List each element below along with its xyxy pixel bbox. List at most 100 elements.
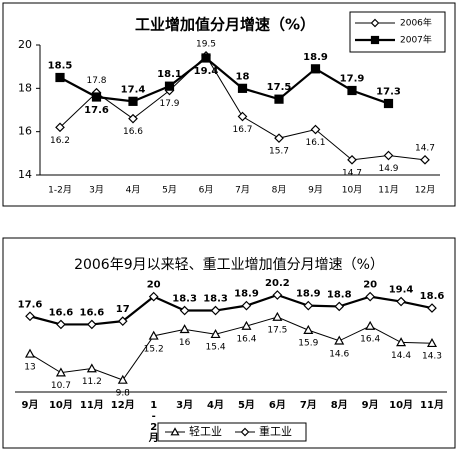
marker xyxy=(272,311,283,321)
x-tick-label: 10月 xyxy=(49,399,73,411)
data-label: 16 xyxy=(179,338,191,348)
marker xyxy=(427,303,437,313)
chart-title: 工业增加值分月增速（%） xyxy=(135,16,315,34)
x-tick-label: 11月 xyxy=(420,399,444,411)
data-label: 16.4 xyxy=(360,335,380,345)
data-label: 16.7 xyxy=(232,125,252,135)
marker xyxy=(241,300,252,311)
marker xyxy=(179,324,190,334)
data-label: 18.5 xyxy=(48,61,73,72)
data-label: 17.9 xyxy=(159,99,179,109)
series-line xyxy=(29,293,433,326)
x-tick-label: 11月 xyxy=(80,399,104,411)
x-tick-label: 12月 xyxy=(111,399,135,411)
data-label: 17.4 xyxy=(121,84,146,95)
marker xyxy=(383,98,394,109)
data-label: 17.5 xyxy=(267,82,292,93)
marker xyxy=(201,53,211,63)
data-label: 17.9 xyxy=(340,74,365,85)
marker xyxy=(274,94,284,104)
data-label: 13 xyxy=(24,362,35,372)
x-tick-label: 10月 xyxy=(389,399,413,411)
marker xyxy=(347,85,357,96)
data-label: 17.3 xyxy=(376,87,401,98)
marker xyxy=(25,311,35,322)
marker xyxy=(272,290,283,300)
x-tick-label: 9月 xyxy=(308,185,323,196)
marker xyxy=(56,319,66,330)
marker xyxy=(148,291,159,302)
x-tick-label: 5月 xyxy=(238,399,255,411)
x-tick-label: 9月 xyxy=(22,399,39,411)
chart-frame xyxy=(2,2,456,207)
legend-label: 2007年 xyxy=(400,34,432,46)
x-tick-label: 6月 xyxy=(269,399,286,411)
data-label: 17 xyxy=(116,304,130,315)
marker xyxy=(117,374,128,384)
marker xyxy=(86,363,97,373)
data-label: 18.9 xyxy=(234,289,259,300)
legend-label: 2006年 xyxy=(400,17,432,29)
data-label: 16.6 xyxy=(49,307,74,318)
data-label: 17.6 xyxy=(18,299,43,310)
x-tick-label: 4月 xyxy=(207,399,224,411)
data-label: 14.4 xyxy=(391,351,411,361)
marker xyxy=(148,330,159,340)
marker xyxy=(274,133,284,144)
marker xyxy=(365,320,376,330)
marker xyxy=(365,291,376,302)
data-label: 20 xyxy=(147,280,161,291)
x-tick-label: 12月 xyxy=(415,185,435,196)
marker xyxy=(334,301,345,312)
data-label: 19.5 xyxy=(196,39,216,49)
marker xyxy=(347,154,357,165)
marker xyxy=(303,324,314,334)
data-label: 19.4 xyxy=(389,285,414,296)
x-tick-label: 5月 xyxy=(162,185,177,196)
marker xyxy=(128,113,138,124)
data-label: 18.3 xyxy=(203,294,228,305)
y-tick-label: 18 xyxy=(18,81,32,94)
marker xyxy=(179,305,190,316)
data-label: 18.3 xyxy=(172,294,197,305)
marker xyxy=(310,124,321,135)
data-label: 16.1 xyxy=(305,138,325,148)
data-label: 17.8 xyxy=(86,76,106,86)
data-label: 20 xyxy=(363,280,377,291)
marker xyxy=(396,337,407,347)
marker xyxy=(303,300,314,311)
marker xyxy=(237,83,248,93)
marker xyxy=(91,92,102,102)
series-line xyxy=(29,316,433,381)
marker xyxy=(241,320,252,330)
data-label: 20.2 xyxy=(265,278,290,289)
data-label: 14.7 xyxy=(342,168,362,178)
data-label: 17.6 xyxy=(84,105,109,116)
marker xyxy=(117,316,128,327)
chart-frame xyxy=(2,237,456,449)
x-tick-label: 3月 xyxy=(176,399,193,411)
data-label: 16.2 xyxy=(50,136,70,146)
marker xyxy=(396,296,406,307)
data-label: 18 xyxy=(236,71,250,82)
data-label: 9.8 xyxy=(116,389,131,399)
x-tick-label: 3月 xyxy=(89,185,104,196)
data-label: 18.9 xyxy=(296,289,321,300)
data-label: 16.4 xyxy=(236,335,256,345)
x-tick-label: 8月 xyxy=(272,185,287,196)
marker xyxy=(426,337,438,348)
x-tick-label: 7月 xyxy=(300,399,317,411)
marker xyxy=(310,64,321,74)
data-label: 15.4 xyxy=(206,343,226,353)
marker xyxy=(370,18,380,28)
marker xyxy=(164,81,175,91)
data-label: 18.1 xyxy=(157,69,182,80)
data-label: 14.7 xyxy=(415,143,435,153)
x-tick-label: 8月 xyxy=(331,399,348,411)
data-label: 11.2 xyxy=(82,377,102,387)
legend-label: 轻工业 xyxy=(189,424,222,438)
x-tick-label: 11月 xyxy=(378,185,398,196)
legend-box xyxy=(349,11,446,53)
x-tick-label: 4月 xyxy=(126,185,141,196)
